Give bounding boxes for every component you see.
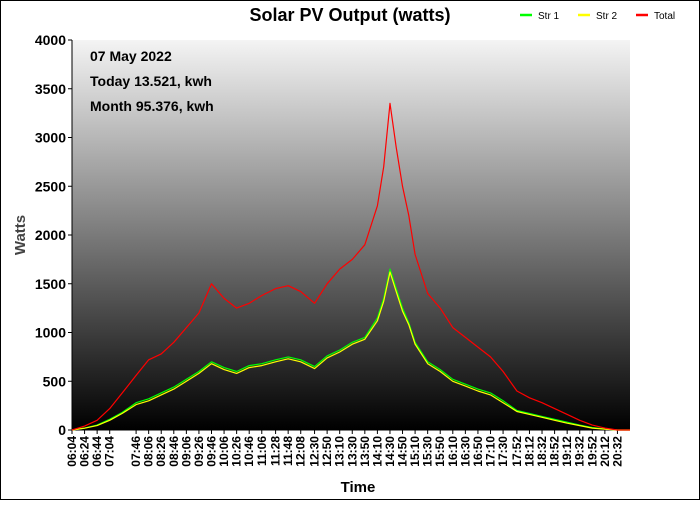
legend: Str 1 Str 2 Total (520, 11, 675, 22)
y-axis: 0 500 1000 1500 2000 2500 3000 3500 4000 (35, 32, 73, 438)
x-tick-label: 14:10 (370, 436, 384, 467)
annotations: 07 May 2022 Today 13.521, kwh Month 95.376… (90, 48, 214, 114)
series-line-total (71, 102, 630, 431)
legend-item: Total (636, 11, 675, 22)
x-tick-label: 12:08 (294, 436, 308, 467)
x-tick-label: 06:04 (65, 436, 79, 467)
legend-item: Str 2 (578, 11, 618, 22)
x-tick-label: 15:30 (421, 436, 435, 467)
x-tick-label: 10:06 (217, 436, 231, 467)
series-layer (71, 102, 630, 431)
x-tick-label: 08:46 (167, 436, 181, 467)
x-tick-label: 15:10 (408, 436, 422, 467)
x-tick-label: 18:12 (522, 436, 536, 467)
x-tick-label: 12:30 (308, 436, 322, 467)
x-tick-label: 09:26 (192, 436, 206, 467)
y-tick-label: 2000 (35, 227, 66, 243)
series-line-str-1 (71, 268, 630, 431)
x-tick-label: 19:52 (585, 436, 599, 467)
x-tick-label: 11:48 (281, 436, 295, 466)
x-tick-label: 10:26 (230, 436, 244, 467)
x-tick-label: 13:30 (345, 436, 359, 467)
x-tick-label: 16:50 (471, 436, 485, 467)
legend-label: Str 2 (596, 11, 618, 22)
x-tick-label: 07:46 (129, 436, 143, 467)
x-tick-label: 08:26 (154, 436, 168, 467)
x-tick-label: 20:12 (598, 436, 612, 467)
y-tick-label: 3000 (35, 130, 66, 146)
x-axis-label: Time (341, 479, 376, 496)
y-axis-label: Watts (12, 215, 29, 255)
x-tick-label: 11:28 (269, 436, 283, 466)
x-tick-label: 13:10 (333, 436, 347, 467)
x-tick-label: 16:30 (458, 436, 472, 467)
x-tick-label: 07:04 (103, 436, 117, 467)
plot-area (72, 40, 630, 430)
y-tick-label: 500 (43, 373, 67, 389)
x-tick-label: 20:32 (610, 436, 624, 467)
x-tick-label: 14:30 (383, 436, 397, 467)
legend-item: Str 1 (520, 11, 560, 22)
series-line-str-2 (71, 271, 630, 431)
x-tick-label: 16:10 (446, 436, 460, 467)
x-tick-label: 19:12 (560, 436, 574, 467)
y-tick-label: 4000 (35, 32, 66, 48)
x-tick-label: 10:46 (242, 436, 256, 467)
x-tick-label: 12:50 (320, 436, 334, 467)
annotation-text: 07 May 2022 (90, 48, 172, 64)
x-tick-label: 09:46 (205, 436, 219, 467)
x-tick-label: 14:50 (396, 436, 410, 467)
y-tick-label: 3500 (35, 81, 66, 97)
x-tick-label: 08:06 (142, 436, 156, 467)
x-tick-label: 18:52 (548, 436, 562, 467)
x-tick-label: 13:50 (358, 436, 372, 467)
x-tick-label: 17:10 (484, 436, 498, 467)
y-tick-label: 1000 (35, 325, 66, 341)
y-tick-label: 0 (58, 422, 66, 438)
x-tick-label: 09:06 (179, 436, 193, 467)
x-tick-label: 18:32 (535, 436, 549, 467)
annotation-text: Today 13.521, kwh (90, 73, 212, 89)
x-tick-label: 19:32 (573, 436, 587, 467)
y-tick-label: 1500 (35, 276, 66, 292)
legend-label: Total (654, 11, 675, 22)
x-tick-label: 06:24 (78, 436, 92, 467)
y-tick-label: 2500 (35, 178, 66, 194)
x-tick-label: 15:50 (433, 436, 447, 467)
x-tick-label: 06:44 (90, 436, 104, 467)
x-tick-label: 17:30 (496, 436, 510, 467)
x-tick-label: 11:06 (255, 436, 269, 466)
annotation-text: Month 95.376, kwh (90, 98, 214, 114)
chart-title: Solar PV Output (watts) (249, 5, 450, 25)
x-tick-label: 17:52 (510, 436, 524, 467)
legend-label: Str 1 (538, 11, 560, 22)
